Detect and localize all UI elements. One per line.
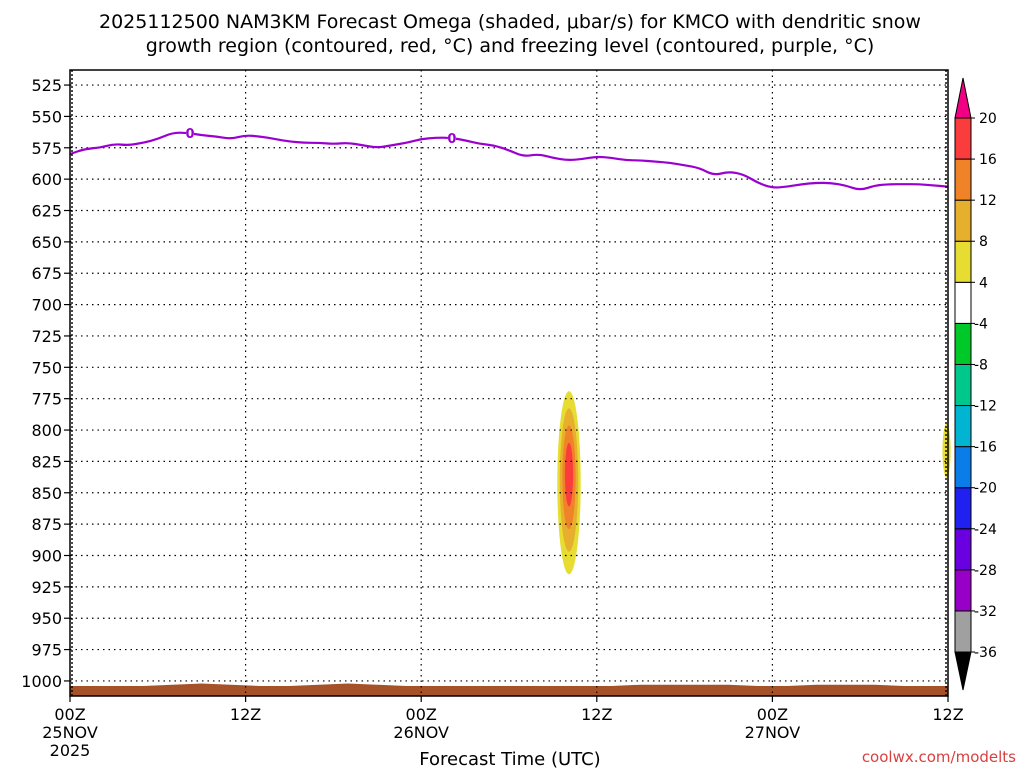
colorbar-bin-11: [954, 199, 972, 242]
colorbar-bin-0: [954, 651, 972, 691]
colorbar-bin-14: [954, 77, 972, 119]
colorbar-bin-4: [954, 487, 972, 530]
x-tick-date-4: 27NOV: [745, 723, 801, 742]
plot-frame: [69, 69, 949, 697]
plot-area: [70, 70, 948, 696]
y-tick-label-750: 750: [31, 358, 62, 377]
colorbar-label-4: -20: [974, 481, 997, 497]
y-tick-label-575: 575: [31, 139, 62, 158]
omega-shading: [557, 391, 951, 575]
colorbar-label-11: 12: [979, 193, 997, 209]
colorbar-label-7: -8: [974, 357, 988, 373]
x-tick-label-2: 00Z: [406, 705, 437, 724]
y-tick-label-625: 625: [31, 202, 62, 221]
colorbar: -36 -32 -28 -24 -20 -16 -12 -8 -4 4 8 12 16 20: [954, 77, 997, 691]
x-tick-date-0: 25NOV: [42, 723, 98, 742]
freezing-level-label-bg-0: [185, 126, 194, 141]
y-tick-label-725: 725: [31, 327, 62, 346]
colorbar-label-10: 8: [979, 234, 988, 250]
terrain-surface: [70, 683, 948, 696]
plot-background: [70, 70, 948, 696]
x-tick-date-2: 26NOV: [393, 723, 449, 742]
colorbar-label-13: 20: [979, 111, 997, 127]
x-tick-label-0: 00Z: [54, 705, 85, 724]
x-tick-label-1: 12Z: [230, 705, 261, 724]
y-tick-label-600: 600: [31, 170, 62, 189]
colorbar-label-8: -4: [974, 316, 988, 332]
y-tick-label-1000: 1000: [21, 672, 62, 691]
y-axis: 525 550 575 600 625 650 675 700 725 750 775 800 825 8…: [21, 76, 70, 691]
colorbar-label-12: 16: [979, 152, 997, 168]
colorbar-bin-2: [954, 569, 972, 612]
y-tick-label-800: 800: [31, 421, 62, 440]
colorbar-bin-13: [954, 117, 972, 160]
y-tick-label-850: 850: [31, 484, 62, 503]
y-tick-label-950: 950: [31, 609, 62, 628]
chart-title-line2: growth region (contoured, red, °C) and f…: [146, 35, 875, 57]
y-tick-label-550: 550: [31, 107, 62, 126]
colorbar-bin-9: [954, 281, 972, 324]
y-tick-label-700: 700: [31, 296, 62, 315]
colorbar-label-3: -24: [974, 522, 997, 538]
freezing-level-line: [69, 131, 949, 191]
colorbar-label-1: -32: [974, 604, 997, 620]
y-tick-label-875: 875: [31, 515, 62, 534]
omega-region-0-level-3: [564, 442, 574, 507]
colorbar-bin-6: [954, 405, 972, 448]
plot-border: [69, 69, 949, 697]
y-tick-label-900: 900: [31, 546, 62, 565]
freezing-level-label-0: 0: [185, 127, 194, 142]
y-tick-label-775: 775: [31, 390, 62, 409]
colorbar-label-0: -36: [974, 645, 997, 661]
chart-title-line1: 2025112500 NAM3KM Forecast Omega (shaded…: [99, 11, 921, 33]
x-tick-label-4: 00Z: [757, 705, 788, 724]
x-tick-label-3: 12Z: [581, 705, 612, 724]
y-tick-label-925: 925: [31, 578, 62, 597]
grid-lines: [70, 70, 948, 696]
colorbar-bin-8: [954, 322, 972, 365]
freezing-level-label-bg-1: [447, 130, 456, 145]
x-axis-label: Forecast Time (UTC): [419, 749, 600, 768]
y-tick-label-525: 525: [31, 76, 62, 95]
colorbar-bin-10: [954, 240, 972, 283]
y-tick-label-825: 825: [31, 452, 62, 471]
y-tick-label-650: 650: [31, 233, 62, 252]
colorbar-label-9: 4: [979, 275, 988, 291]
colorbar-label-5: -16: [974, 440, 997, 456]
y-tick-label-975: 975: [31, 641, 62, 660]
x-tick-label-5: 12Z: [932, 705, 963, 724]
colorbar-label-2: -28: [974, 563, 997, 579]
credit-text: coolwx.com/modelts: [862, 748, 1016, 766]
freezing-level-label-1: 0: [447, 132, 456, 147]
colorbar-bin-1: [954, 610, 972, 653]
x-tick-year-0: 2025: [50, 741, 91, 760]
colorbar-bin-3: [954, 528, 972, 571]
colorbar-bin-12: [954, 158, 972, 201]
colorbar-bin-5: [954, 446, 972, 489]
colorbar-bin-7: [954, 363, 972, 407]
colorbar-label-6: -12: [974, 399, 997, 415]
terrain-layer: [70, 683, 948, 696]
y-tick-label-675: 675: [31, 264, 62, 283]
